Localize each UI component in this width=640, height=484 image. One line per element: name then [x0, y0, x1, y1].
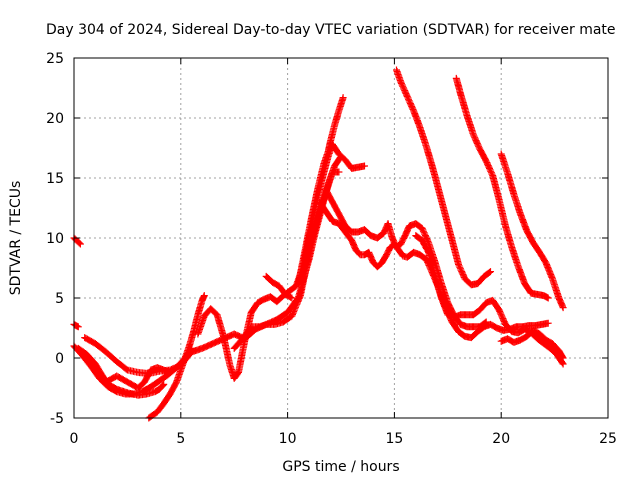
data-series-track-10	[262, 272, 296, 302]
data-series-track-18	[497, 326, 567, 362]
series-markers	[412, 232, 567, 368]
data-series-track-6	[76, 348, 174, 392]
y-axis-label: SDTVAR / TECUs	[8, 181, 24, 296]
x-tick-label: 15	[385, 431, 403, 447]
series-markers	[262, 272, 296, 302]
x-tick-label: 10	[279, 431, 297, 447]
y-tick-label: 15	[46, 171, 64, 187]
x-tick-label: 5	[176, 431, 185, 447]
series-markers	[497, 150, 567, 312]
x-axis-label: GPS time / hours	[282, 459, 399, 475]
x-tick-label: 20	[492, 431, 510, 447]
y-tick-label: 10	[46, 231, 64, 247]
series-markers	[452, 74, 552, 302]
y-tick-label: 25	[46, 51, 64, 67]
series-markers	[497, 326, 567, 362]
data-series-track-14	[393, 66, 494, 289]
series-markers	[322, 186, 490, 331]
chart-title: Day 304 of 2024, Sidereal Day-to-day VTE…	[46, 22, 616, 38]
y-tick-label: -5	[50, 411, 64, 427]
y-tick-label: 5	[55, 291, 64, 307]
data-series-track-17	[497, 150, 567, 312]
data-series-track-15	[412, 232, 567, 368]
data-series-track-16	[452, 74, 552, 302]
x-tick-label: 25	[599, 431, 617, 447]
data-series-track-12	[322, 186, 490, 331]
y-tick-label: 0	[55, 351, 64, 367]
series-markers	[393, 66, 494, 289]
y-tick-label: 20	[46, 111, 64, 127]
x-tick-label: 0	[70, 431, 79, 447]
series-markers	[294, 94, 347, 288]
series-markers	[76, 348, 174, 392]
data-series-track-11	[294, 94, 347, 288]
